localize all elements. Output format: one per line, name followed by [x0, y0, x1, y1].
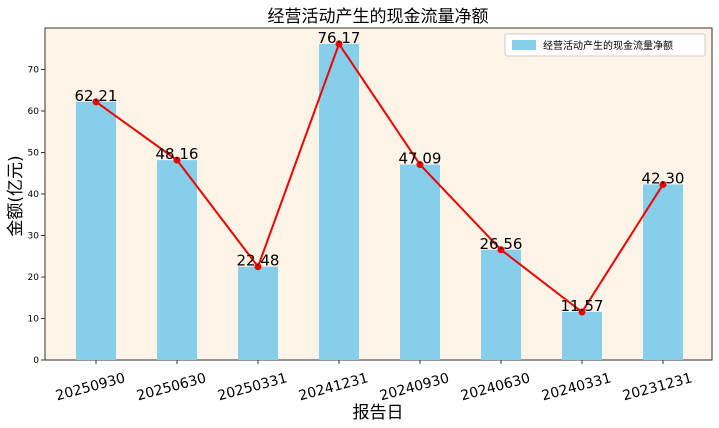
bar [400, 164, 440, 360]
bar [157, 160, 197, 360]
bar [562, 311, 602, 360]
chart-title: 经营活动产生的现金流量净额 [268, 7, 489, 27]
y-axis-label: 金额(亿元) [6, 155, 26, 236]
bars [76, 43, 683, 361]
data-label: 48.16 [156, 145, 199, 163]
y-axis: 0 10 20 30 40 50 60 70 [28, 66, 45, 366]
trend-line-layer [92, 40, 667, 316]
y-tick-label: 50 [28, 149, 40, 159]
y-tick-label: 70 [28, 66, 40, 76]
x-tick-label: 20241231 [297, 370, 370, 404]
legend: 经营活动产生的现金流量净额 [504, 33, 706, 57]
x-tick-label: 20240331 [540, 370, 613, 404]
x-tick-label: 20250630 [135, 370, 208, 404]
trend-point [578, 308, 586, 316]
data-labels: 62.21 48.16 22.48 76.17 47.09 26.56 11.57 42.30 [75, 29, 685, 315]
x-tick-label: 20250331 [216, 370, 289, 404]
trend-point [659, 180, 667, 188]
trend-point [173, 156, 181, 164]
y-tick-label: 30 [28, 232, 40, 242]
data-label: 22.48 [237, 252, 280, 270]
bar [76, 101, 116, 361]
bar [319, 43, 359, 360]
y-tick-label: 20 [28, 273, 40, 283]
y-tick-label: 40 [28, 190, 40, 200]
legend-label: 经营活动产生的现金流量净额 [543, 39, 673, 52]
y-tick-label: 60 [28, 107, 40, 117]
data-label: 47.09 [399, 150, 442, 168]
trend-point [254, 263, 262, 271]
trend-point [335, 40, 343, 48]
trend-line [95, 41, 664, 314]
x-axis: 20250930 20250630 20250331 20241231 20240930… [54, 360, 694, 404]
plot-area [44, 27, 713, 361]
bar [643, 184, 683, 360]
y-tick-label: 10 [28, 315, 40, 325]
bar [238, 266, 278, 360]
legend-box [504, 33, 706, 57]
x-tick-label: 20240630 [459, 370, 532, 404]
data-label: 42.30 [642, 169, 685, 187]
legend-swatch [512, 40, 536, 50]
x-axis-label: 报告日 [353, 403, 404, 423]
bar [481, 249, 521, 360]
x-tick-label: 20231231 [621, 370, 694, 404]
data-label: 11.57 [561, 297, 604, 315]
trend-point [416, 161, 424, 169]
data-label: 26.56 [480, 235, 523, 253]
x-tick-label: 20240930 [378, 370, 451, 404]
x-tick-label: 20250930 [54, 370, 127, 404]
trend-point [92, 98, 100, 106]
data-label: 76.17 [318, 29, 361, 47]
trend-point [497, 246, 505, 254]
data-label: 62.21 [75, 87, 118, 105]
y-tick-label: 0 [33, 356, 39, 366]
